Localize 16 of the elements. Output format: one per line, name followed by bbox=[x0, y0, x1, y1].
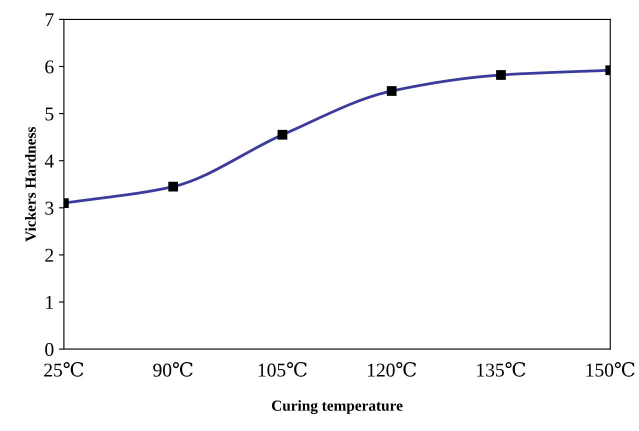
y-tick-label: 7 bbox=[46, 13, 54, 26]
x-tick-label: 105℃ bbox=[258, 362, 307, 377]
x-tick-label: 90℃ bbox=[153, 362, 193, 377]
x-tick-label: 150℃ bbox=[586, 362, 635, 377]
y-tick-label: 2 bbox=[45, 248, 54, 262]
x-tick-label: 25℃ bbox=[44, 362, 84, 377]
y-tick-label: 6 bbox=[45, 60, 54, 74]
x-tick-label: 120℃ bbox=[368, 362, 416, 377]
x-axis-title: Curing temperature bbox=[272, 400, 403, 414]
y-tick-label: 3 bbox=[45, 202, 54, 215]
y-tick-label: 0 bbox=[45, 342, 54, 356]
y-tick-label: 1 bbox=[46, 296, 54, 309]
x-tick-label: 135℃ bbox=[477, 362, 526, 377]
y-tick-label: 5 bbox=[46, 108, 54, 121]
y-tick-label: 4 bbox=[44, 154, 54, 168]
y-axis-title: Vickers Hardness bbox=[25, 126, 36, 242]
